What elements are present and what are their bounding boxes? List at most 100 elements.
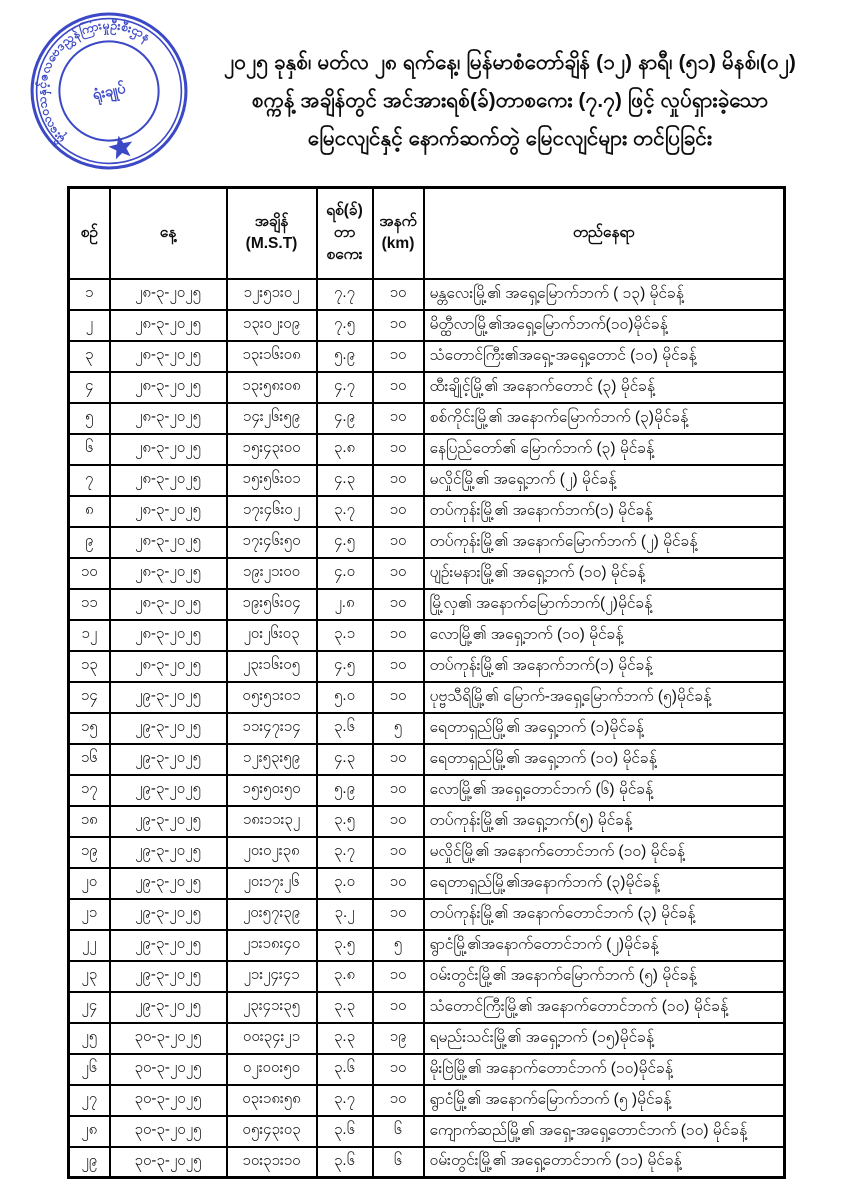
cell-date: ၂၈-၃-၂၀၂၅ (108, 649, 228, 683)
cell-date: ၃၀-၃-၂၀၂၅ (108, 1114, 228, 1148)
cell-location: မန္တလေးမြို့၏ အရှေ့မြောက်ဘက် ( ၁၃) မိုင်… (422, 277, 786, 311)
table-row: ၈၂၈-၃-၂၀၂၅ ၁၇း၄၆း၀၂ ၃.၇ ၁၀ တပ်ကုန်းမြို့၏ အန… (67, 494, 786, 528)
cell-magnitude: ၃.၇ (315, 835, 374, 869)
official-stamp: မိုးလေဝသနှင့်ဇလဗေဒညွှန်ကြားမှုဦးစီးဌာန ရ… (13, 0, 206, 189)
cell-no: ၁၂ (67, 618, 111, 652)
cell-time: ၁၇း၄၆း၅၀ (225, 525, 318, 559)
cell-magnitude: ၇.၇ (315, 277, 374, 311)
cell-magnitude: ၃.၇ (315, 1083, 374, 1117)
cell-location: ရေတာရှည်မြို့၏ အရှေ့ဘက် (၁၀) မိုင်ခန့် (422, 742, 786, 776)
table-row: ၁၃ ၂၈-၃-၂၀၂၅ ၂၃း၁၆း၀၅ ၄.၅ ၁၀ တပ်ကုန်းမြို့၏ အ… (67, 649, 786, 683)
cell-no: ၂၅ (67, 1021, 111, 1055)
cell-magnitude: ၃.၅ (315, 804, 374, 838)
table-row: ၁၅ ၂၉-၃-၂၀၂၅ ၁၁း၄၇း၁၄ ၃.၆၅ရေတာရှည်မြို့၏ အရ… (67, 711, 786, 745)
cell-magnitude: ၃.၆ (315, 1052, 374, 1086)
cell-time: ၂၀း၀၂း၃၈ (225, 835, 318, 869)
cell-depth: ၁၀ (371, 401, 425, 435)
cell-time: ၁၂း၅၃း၅၉ (225, 742, 318, 776)
cell-time: ၂၃း၁၆း၀၅ (225, 649, 318, 683)
cell-magnitude: ၃.၁ (315, 618, 374, 652)
cell-date: ၂၈-၃-၂၀၂၅ (108, 432, 228, 466)
cell-magnitude: ၄.၃ (315, 463, 374, 497)
cell-location: ရွာငံမြို့၏ အနောက်မြောက်ဘက် (၅ )မိုင်ခန့… (422, 1083, 786, 1117)
cell-magnitude: ၅.၀ (315, 680, 374, 714)
cell-time: ၁၈း၁၁း၃၂ (225, 804, 318, 838)
cell-time: ၁၉း၅၆း၀၄ (225, 587, 318, 621)
report-title-line-2: စက္ကန့် အချိန်တွင် အင်အားရစ်(ခ်)တာစကေး (… (251, 89, 769, 112)
cell-depth: ၁၉ (371, 1021, 425, 1055)
cell-depth: ၆ (371, 1145, 425, 1179)
cell-time: ၁၃း၅၈း၀၈ (225, 370, 318, 404)
cell-location: တပ်ကုန်းမြို့၏ အနောက်ဘက်(၁) မိုင်ခန့် (422, 649, 786, 683)
cell-magnitude: ၄.၅ (315, 525, 374, 559)
cell-location: ရွာငံမြို့၏အနောက်တောင်ဘက် (၂)မိုင်ခန့် (422, 928, 786, 962)
report-title-line-3: မြေငလျင်နှင့် နောက်ဆက်တွဲ မြေငလျင်များ တ… (307, 127, 713, 150)
cell-time: ၁၃း၁၆း၀၈ (225, 339, 318, 373)
table-row: ၄၂၈-၃-၂၀၂၅ ၁၃း၅၈း၀၈ ၄.၇ ၁၀ ထီးချိုင့်မြို့၏ … (67, 370, 786, 404)
cell-depth: ၁၀ (371, 339, 425, 373)
cell-location: မလှိုင်မြို့၏ အရှေ့ဘက် (၂) မိုင်ခန့် (422, 463, 786, 497)
cell-date: ၂၉-၃-၂၀၂၅ (108, 866, 228, 900)
cell-time: ၁၄း၂၆း၅၉ (225, 401, 318, 435)
table-row: ၁၈ ၂၉-၃-၂၀၂၅ ၁၈း၁၁း၃၂ ၃.၅ ၁၀ တပ်ကုန်းမြို့၏ အ… (67, 804, 786, 838)
cell-no: ၁၁ (67, 587, 111, 621)
cell-date: ၂၉-၃-၂၀၂၅ (108, 711, 228, 745)
cell-location: လောမြို့၏ အရှေ့တောင်ဘက် (၆) မိုင်ခန့် (422, 773, 786, 807)
table-row: ၇၂၈-၃-၂၀၂၅ ၁၅း၅၆း၀၁ ၄.၃ ၁၀ မလှိုင်မြို့၏ အရှ… (67, 463, 786, 497)
cell-date: ၂၈-၃-၂၀၂၅ (108, 370, 228, 404)
column-header-depth: အနက် (km) (371, 186, 425, 280)
table-row: ၂၀ ၂၉-၃-၂၀၂၅ ၂၀း၁၇း၂၆ ၃.၀ ၁၀ ရေတာရှည်မြို့၏အန… (67, 866, 786, 900)
stamp-center-text: ရုံးချုပ် (91, 78, 129, 108)
cell-date: ၂၈-၃-၂၀၂၅ (108, 401, 228, 435)
cell-date: ၃၀-၃-၂၀၂၅ (108, 1083, 228, 1117)
cell-depth: ၁၀ (371, 773, 425, 807)
table-row: ၂၃ ၂၉-၃-၂၀၂၅ ၂၁း၂၄း၄၁ ၃.၈ ၁၀ ဝမ်းတွင်းမြို့၏ … (67, 959, 786, 993)
cell-location: တပ်ကုန်းမြို့၏ အနောက်မြောက်ဘက် (၂) မိုင်… (422, 525, 786, 559)
cell-magnitude: ၅.၉ (315, 773, 374, 807)
cell-time: ၀၂း၀၀း၅၀ (225, 1052, 318, 1086)
table-row: ၁၉ ၂၉-၃-၂၀၂၅ ၂၀း၀၂း၃၈ ၃.၇ ၁၀ မလှိုင်မြို့၏ အန… (67, 835, 786, 869)
cell-time: ၂၃း၄၁း၃၅ (225, 990, 318, 1024)
cell-magnitude: ၄.၇ (315, 370, 374, 404)
cell-magnitude: ၃.၀ (315, 866, 374, 900)
cell-no: ၁၉ (67, 835, 111, 869)
cell-depth: ၁၀ (371, 277, 425, 311)
cell-depth: ၁၀ (371, 866, 425, 900)
cell-magnitude: ၄.၃ (315, 742, 374, 776)
cell-no: ၁၆ (67, 742, 111, 776)
cell-depth: ၁၀ (371, 649, 425, 683)
column-header-date: နေ့ (108, 186, 228, 280)
cell-magnitude: ၇.၅ (315, 308, 374, 342)
cell-no: ၁၀ (67, 556, 111, 590)
cell-magnitude: ၃.၆ (315, 1145, 374, 1179)
cell-location: သံတောင်ကြီး၏အရှေ့-အရှေ့တောင် (၁၀) မိုင်ခ… (422, 339, 786, 373)
cell-no: ၁ (67, 277, 111, 311)
cell-date: ၂၈-၃-၂၀၂၅ (108, 277, 228, 311)
cell-time: ၀၃း၁၈း၅၈ (225, 1083, 318, 1117)
cell-location: မလှိုင်မြို့၏ အနောက်တောင်ဘက် (၁၀) မိုင်ခ… (422, 835, 786, 869)
table-row: ၂၄ ၂၉-၃-၂၀၂၅ ၂၃း၄၁း၃၅ ၃.၃ ၁၀ သံတောင်ကြီးမြို့… (67, 990, 786, 1024)
cell-time: ၁၀း၃၁း၁၀ (225, 1145, 318, 1179)
table-header-row: စဉ် နေ့ အချိန် (M.S.T) ရစ်(ခ်) တာ စကေး အ… (67, 186, 786, 280)
cell-depth: ၅ (371, 711, 425, 745)
cell-no: ၆ (67, 432, 111, 466)
cell-no: ၂၀ (67, 866, 111, 900)
cell-no: ၁၅ (67, 711, 111, 745)
cell-location: မိတ္ထီလာမြို့၏အရှေ့မြောက်ဘက်(၁၀)မိုင်ခန့… (422, 308, 786, 342)
cell-magnitude: ၃.၂ (315, 897, 374, 931)
cell-location: တပ်ကုန်းမြို့၏ အနောက်ဘက်(၁) မိုင်ခန့် (422, 494, 786, 528)
cell-depth: ၁၀ (371, 1052, 425, 1086)
cell-time: ၂၀း၂၆း၀၃ (225, 618, 318, 652)
report-title-line-1: ၂၀၂၅ ခုနှစ်၊ မတ်လ ၂၈ ရက်နေ့၊ မြန်မာစံတော… (224, 51, 796, 74)
cell-location: တပ်ကုန်းမြို့၏ အရှေ့ဘက်(၅) မိုင်ခန့် (422, 804, 786, 838)
aftershock-table: စဉ် နေ့ အချိန် (M.S.T) ရစ်(ခ်) တာ စကေး အ… (67, 186, 786, 1179)
cell-magnitude: ၄.၉ (315, 401, 374, 435)
cell-location: တပ်ကုန်းမြို့၏ အနောက်တောင်ဘက် (၃) မိုင်ခ… (422, 897, 786, 931)
cell-depth: ၁၀ (371, 525, 425, 559)
cell-depth: ၅ (371, 928, 425, 962)
cell-location: ရမည်းသင်းမြို့၏ အရှေ့ဘက် (၁၅)မိုင်ခန့် (422, 1021, 786, 1055)
cell-date: ၃၀-၃-၂၀၂၅ (108, 1145, 228, 1179)
table-row: ၂၂ ၂၉-၃-၂၀၂၅ ၂၁း၁၈း၄၀ ၃.၅၅ရွာငံမြို့၏အနောက်… (67, 928, 786, 962)
table-row: ၁၀ ၂၈-၃-၂၀၂၅ ၁၉း၂၁း၀၀ ၄.၀ ၁၀ ပျဉ်းမနားမြို့၏ … (67, 556, 786, 590)
cell-no: ၂၉ (67, 1145, 111, 1179)
